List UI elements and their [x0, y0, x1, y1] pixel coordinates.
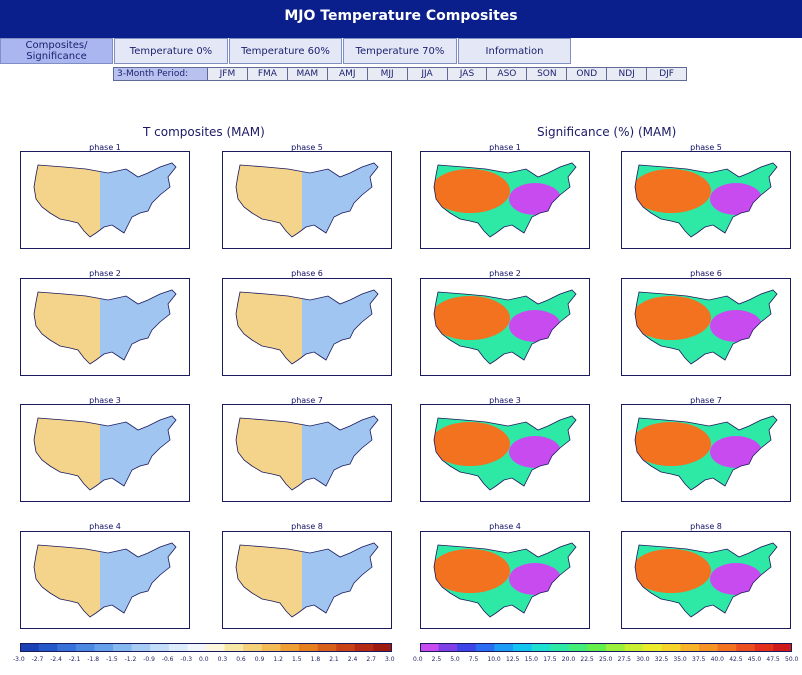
colorbar-tick-label: 32.5: [654, 656, 669, 663]
colorbar-tick-label: 35.0: [673, 656, 687, 663]
temperature-map: [20, 278, 190, 376]
significance-map: [420, 531, 590, 629]
period-fma[interactable]: FMA: [247, 68, 288, 80]
phase-label: phase 8: [690, 522, 722, 531]
significance-title: Significance (%) (MAM): [537, 125, 677, 139]
phase-label: phase 1: [89, 143, 121, 152]
phase-label: phase 7: [690, 396, 722, 405]
colorbar-tick-label: 0.0: [199, 656, 209, 663]
phase-label: phase 6: [690, 269, 722, 278]
significance-colorbar: [420, 643, 792, 652]
significance-map: [621, 278, 791, 376]
colorbar-tick-label: -2.4: [50, 656, 62, 663]
colorbar-tick-label: 10.0: [487, 656, 501, 663]
colorbar-tick-label: 50.0: [785, 656, 799, 663]
colorbar-tick-label: -1.8: [87, 656, 100, 663]
period-mam[interactable]: MAM: [287, 68, 328, 80]
phase-label: phase 2: [89, 269, 121, 278]
phase-label: phase 2: [489, 269, 521, 278]
colorbar-tick-label: 17.5: [543, 656, 557, 663]
tab-composites-significance[interactable]: Composites/ Significance: [0, 38, 113, 64]
colorbar-tick-label: 42.5: [729, 656, 743, 663]
colorbar-tick-label: 7.5: [468, 656, 479, 663]
colorbar-tick-label: 0.6: [236, 656, 246, 663]
colorbar-tick-label: 0.3: [217, 656, 228, 663]
colorbar-tick-label: -0.3: [180, 656, 193, 663]
phase-label: phase 4: [89, 522, 121, 531]
temperature-map: [20, 404, 190, 502]
colorbar-tick-label: -1.2: [124, 656, 137, 663]
tab-information[interactable]: Information: [458, 38, 571, 64]
temperature-colorbar: [20, 643, 392, 652]
significance-map: [621, 151, 791, 249]
colorbar-tick-label: 37.5: [692, 656, 706, 663]
significance-map: [420, 404, 590, 502]
temperature-map: [222, 404, 392, 502]
colorbar-tick-label: 45.0: [747, 656, 762, 663]
significance-map: [420, 151, 590, 249]
phase-label: phase 3: [89, 396, 121, 405]
colorbar-tick-label: 2.7: [366, 656, 376, 663]
colorbar-tick-label: -1.5: [106, 656, 118, 663]
phase-label: phase 3: [489, 396, 521, 405]
significance-map: [420, 278, 590, 376]
period-jfm[interactable]: JFM: [208, 68, 248, 80]
temperature-map: [222, 278, 392, 376]
tab-temperature-60[interactable]: Temperature 60%: [229, 38, 342, 64]
period-selector: 3-Month Period: JFM FMA MAM AMJ MJJ JJA …: [113, 67, 687, 81]
phase-label: phase 5: [690, 143, 722, 152]
colorbar-tick-label: 0.0: [413, 656, 423, 663]
colorbar-tick-label: -0.9: [143, 656, 155, 663]
temperature-map: [222, 151, 392, 249]
colorbar-tick-label: 1.8: [310, 656, 321, 663]
colorbar-tick-label: 47.5: [766, 656, 780, 663]
colorbar-tick-label: 25.0: [599, 656, 613, 663]
period-ond[interactable]: OND: [567, 68, 608, 80]
colorbar-tick-label: 2.4: [347, 656, 358, 663]
significance-map: [621, 404, 791, 502]
temperature-map: [222, 531, 392, 629]
temperature-map: [20, 531, 190, 629]
tab-temperature-70[interactable]: Temperature 70%: [343, 38, 457, 64]
period-label: 3-Month Period:: [114, 68, 208, 80]
colorbar-tick-label: -2.7: [31, 656, 44, 663]
colorbar-tick-label: 0.9: [254, 656, 265, 663]
colorbar-tick-label: 27.5: [617, 656, 631, 663]
title-bar: MJO Temperature Composites: [0, 0, 802, 38]
phase-label: phase 6: [291, 269, 323, 278]
colorbar-tick-label: 1.5: [292, 656, 302, 663]
colorbar-tick-label: 20.0: [561, 656, 576, 663]
colorbar-tick-label: -0.6: [161, 656, 174, 663]
colorbar-tick-label: 15.0: [524, 656, 538, 663]
phase-label: phase 5: [291, 143, 323, 152]
phase-label: phase 1: [489, 143, 521, 152]
colorbar-tick-label: 22.5: [580, 656, 594, 663]
colorbar-tick-label: 5.0: [450, 656, 460, 663]
colorbar-tick-label: 30.0: [636, 656, 650, 663]
phase-label: phase 8: [291, 522, 323, 531]
period-mjj[interactable]: MJJ: [367, 68, 408, 80]
period-son[interactable]: SON: [527, 68, 568, 80]
significance-map: [621, 531, 791, 629]
period-ndj[interactable]: NDJ: [607, 68, 648, 80]
period-jja[interactable]: JJA: [407, 68, 448, 80]
page-title: MJO Temperature Composites: [284, 8, 518, 24]
colorbar-tick-label: -3.0: [13, 656, 25, 663]
colorbar-tick-label: 12.5: [506, 656, 520, 663]
period-jas[interactable]: JAS: [447, 68, 488, 80]
temperature-map: [20, 151, 190, 249]
period-amj[interactable]: AMJ: [327, 68, 368, 80]
phase-label: phase 4: [489, 522, 521, 531]
colorbar-tick-label: -2.1: [68, 656, 81, 663]
period-aso[interactable]: ASO: [487, 68, 528, 80]
phase-label: phase 7: [291, 396, 323, 405]
tab-temperature-0[interactable]: Temperature 0%: [114, 38, 228, 64]
colorbar-tick-label: 2.1: [329, 656, 339, 663]
colorbar-tick-label: 40.0: [710, 656, 724, 663]
colorbar-tick-label: 2.5: [431, 656, 442, 663]
period-djf[interactable]: DJF: [647, 68, 687, 80]
colorbar-tick-label: 3.0: [385, 656, 395, 663]
t-composites-title: T composites (MAM): [143, 125, 265, 139]
colorbar-tick-label: 1.2: [273, 656, 283, 663]
